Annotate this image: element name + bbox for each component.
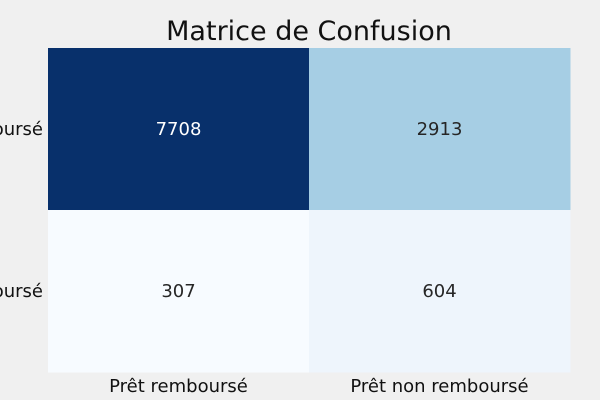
heatmap-cell [309,48,571,211]
heatmap-cells [48,48,571,373]
y-axis-tick-labels: Prêt remboursé Prêt non remboursé [0,119,43,302]
y-tick-label: Prêt remboursé [0,119,43,140]
y-tick-label: Prêt non remboursé [0,281,43,302]
chart-title: Matrice de Confusion [166,16,452,47]
x-axis-tick-labels: Prêt remboursé Prêt non remboursé [109,376,528,397]
heatmap-cell-value: 2913 [417,119,463,140]
heatmap-cell [48,48,310,211]
heatmap-cell [309,210,571,373]
x-tick-label: Prêt remboursé [109,376,248,397]
heatmap-cell-value: 7708 [156,119,202,140]
heatmap-cell-value: 307 [161,281,195,302]
x-tick-label: Prêt non remboursé [350,376,528,397]
heatmap-cell-labels: 7708 2913 307 604 [156,119,463,302]
heatmap-cell-value: 604 [422,281,456,302]
heatmap-cell [48,210,310,373]
